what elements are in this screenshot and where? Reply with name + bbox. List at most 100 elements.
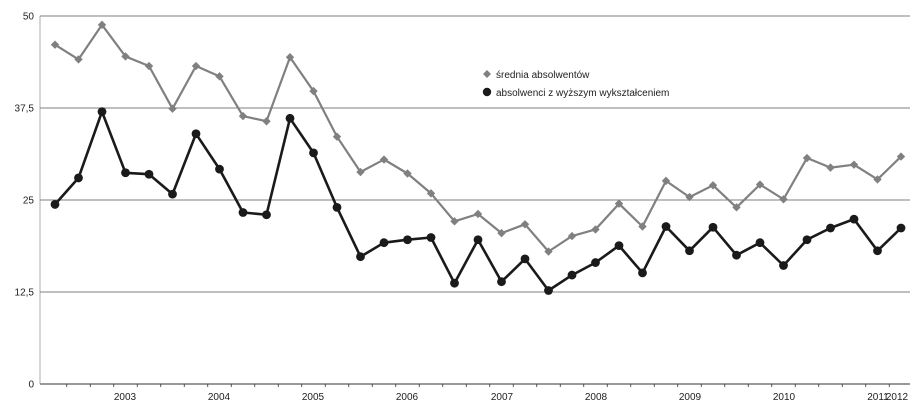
x-tick-label: 2010 <box>773 392 796 403</box>
legend-circle-marker <box>482 87 492 97</box>
data-point-circle <box>238 208 248 217</box>
data-point-circle <box>896 223 906 233</box>
x-tick-label: 2004 <box>208 392 231 403</box>
data-point-diamond <box>121 52 130 61</box>
data-point-circle <box>591 258 600 267</box>
data-point-diamond <box>544 247 553 256</box>
data-point-diamond <box>332 132 342 141</box>
data-point-diamond <box>732 203 741 212</box>
data-point-diamond <box>215 72 224 81</box>
data-point-diamond <box>473 209 483 219</box>
data-point-circle <box>638 268 647 278</box>
data-point-diamond <box>356 167 365 177</box>
data-point-circle <box>450 278 459 288</box>
legend-diamond-marker <box>483 70 491 78</box>
axes: 0 12,5 25 37,5 50 2003 2004 2005 2006 2007 2008 200… <box>15 12 910 403</box>
series-2 <box>50 107 906 295</box>
data-point-diamond <box>708 181 718 190</box>
data-point-diamond <box>262 117 271 126</box>
data-point-diamond <box>685 192 694 202</box>
data-point-circle <box>755 238 765 248</box>
x-tick-label: 2007 <box>491 392 514 403</box>
data-point-diamond <box>638 222 647 231</box>
x-tick-label: 2005 <box>302 392 325 403</box>
data-point-circle <box>379 238 389 248</box>
x-tick-label: 2012 <box>886 392 909 403</box>
data-point-diamond <box>614 199 624 208</box>
data-point-diamond <box>497 228 506 238</box>
legend-item-series-2: absolwenci z wyższym wykształceniem <box>482 87 669 99</box>
data-point-circle <box>403 235 412 245</box>
series-1 <box>50 20 906 256</box>
data-point-diamond <box>191 61 201 71</box>
data-point-diamond <box>661 176 671 186</box>
x-tick-label: 2003 <box>114 392 137 403</box>
data-point-diamond <box>826 163 835 172</box>
legend-label-series-1: średnia absolwentów <box>496 70 590 81</box>
data-point-diamond <box>50 40 60 49</box>
data-point-circle <box>732 250 741 260</box>
data-point-circle <box>285 113 295 123</box>
data-point-diamond <box>74 55 83 64</box>
data-point-circle <box>826 223 835 233</box>
y-tick-label: 25 <box>23 196 35 207</box>
data-point-circle <box>356 252 365 262</box>
data-point-circle <box>97 107 107 117</box>
data-point-diamond <box>144 61 154 71</box>
data-point-circle <box>685 246 694 256</box>
data-point-diamond <box>168 104 177 113</box>
x-tick-label: 2011 <box>867 392 889 403</box>
legend-item-series-1: średnia absolwentów <box>483 70 590 81</box>
data-point-circle <box>121 168 130 178</box>
x-tick-label: 2008 <box>585 392 608 403</box>
data-point-circle <box>849 214 859 224</box>
data-point-diamond <box>873 175 882 184</box>
data-point-diamond <box>802 153 812 163</box>
data-point-diamond <box>896 152 906 161</box>
data-point-diamond <box>238 111 248 121</box>
data-point-circle <box>614 241 624 251</box>
data-point-circle <box>426 233 436 242</box>
series-group <box>50 20 906 295</box>
data-point-diamond <box>567 231 577 241</box>
data-point-circle <box>168 189 177 199</box>
x-tick-label: 2009 <box>679 392 702 403</box>
data-point-circle <box>497 277 506 287</box>
data-point-circle <box>215 164 224 174</box>
data-point-diamond <box>450 217 459 226</box>
y-tick-label: 0 <box>28 380 34 391</box>
series-line-2 <box>54 110 902 292</box>
data-point-diamond <box>849 160 859 169</box>
legend: średnia absolwentów absolwenci z wyższym… <box>482 70 669 99</box>
data-point-diamond <box>403 169 412 178</box>
data-point-circle <box>144 169 154 179</box>
data-point-circle <box>544 286 553 295</box>
data-point-diamond <box>779 195 788 204</box>
data-point-circle <box>873 246 882 256</box>
data-point-circle <box>779 261 788 270</box>
data-point-diamond <box>520 220 530 229</box>
data-point-circle <box>309 148 318 158</box>
grid <box>40 15 910 293</box>
y-tick-label: 50 <box>23 12 35 23</box>
data-point-circle <box>332 202 342 212</box>
data-point-diamond <box>285 53 295 62</box>
data-point-circle <box>74 173 83 183</box>
data-point-diamond <box>426 189 436 198</box>
y-tick-label: 37,5 <box>15 104 35 115</box>
data-point-diamond <box>97 20 107 30</box>
data-point-circle <box>473 235 483 245</box>
data-point-circle <box>262 210 271 220</box>
x-tick-label: 2006 <box>396 392 419 403</box>
data-point-diamond <box>379 155 389 164</box>
data-point-circle <box>520 254 530 264</box>
data-point-diamond <box>755 180 765 189</box>
data-point-circle <box>191 129 201 139</box>
legend-label-series-2: absolwenci z wyższym wykształceniem <box>496 88 669 99</box>
data-point-circle <box>708 222 718 232</box>
data-point-diamond <box>309 86 318 96</box>
data-point-circle <box>802 235 812 245</box>
data-point-circle <box>661 222 671 231</box>
data-point-diamond <box>591 225 600 234</box>
